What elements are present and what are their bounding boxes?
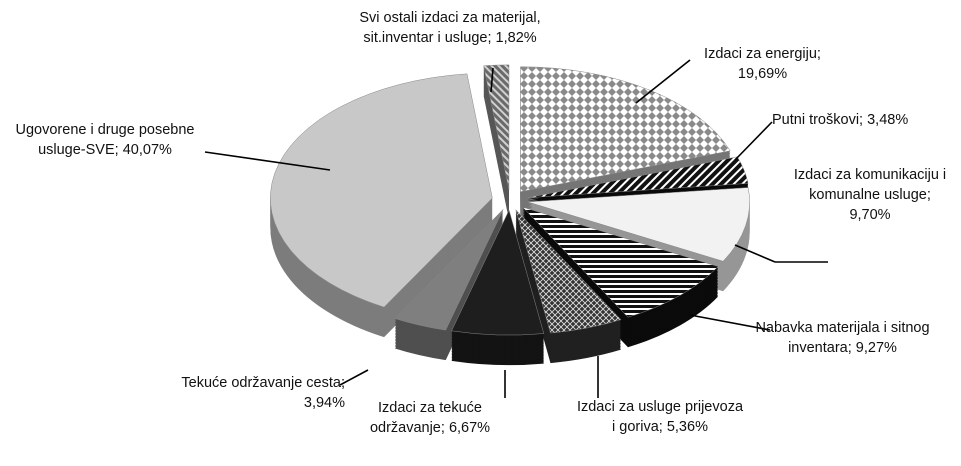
slice (394, 209, 504, 361)
slice-side (483, 66, 509, 220)
slice (451, 209, 545, 366)
separator: ; (847, 340, 856, 356)
leader-line (339, 369, 369, 386)
slice-label: Izdaci za komunikaciju i komunalne uslug… (790, 165, 950, 225)
slice-label: Izdaci za tekuće održavanje; 6,67% (345, 398, 515, 438)
category: Izdaci za komunikaciju i komunalne uslug… (793, 167, 947, 203)
slice-label: Izdaci za usluge prijevoza i goriva; 5,3… (575, 397, 745, 437)
leader-line (635, 59, 691, 104)
category: Ugovorene i druge posebne usluge-SVE (15, 122, 195, 158)
separator: ; (487, 30, 496, 46)
slice (520, 66, 731, 193)
separator: ; (440, 420, 449, 436)
slice-label: Svi ostali izdaci za materijal, sit.inve… (355, 8, 545, 48)
leader-line (490, 67, 494, 93)
separator: ; (859, 112, 868, 128)
slice (483, 64, 510, 220)
separator: ; (658, 419, 667, 435)
slice (394, 209, 504, 331)
separator: ; (816, 46, 825, 62)
slice (270, 73, 493, 338)
slice (270, 73, 493, 308)
slice (521, 206, 719, 318)
value-label: 9,70% (849, 207, 891, 223)
slice-label: Ugovorene i druge posebne usluge-SVE; 40… (5, 120, 205, 160)
pie (270, 64, 750, 366)
category: Tekuće održavanje cesta (181, 375, 341, 391)
value-label: 5,36% (666, 419, 708, 435)
value-label: 19,69% (737, 66, 788, 82)
value-label: 9,27% (855, 340, 897, 356)
value-label: 6,67% (448, 420, 491, 436)
separator: ; (340, 375, 350, 391)
slice-label: Putni troškovi; 3,48% (772, 110, 961, 130)
slice (515, 209, 622, 334)
slice (483, 64, 510, 190)
value-label: 3,48% (867, 112, 909, 128)
separator: ; (114, 142, 123, 158)
category: Nabavka materijala i sitnog inventara (755, 320, 930, 356)
category: Putni troškovi (772, 112, 860, 128)
slice (521, 206, 719, 348)
leader-line (734, 244, 776, 263)
category: Svi ostali izdaci za materijal, sit.inve… (359, 10, 541, 46)
leader-line (689, 314, 771, 331)
value-label: 3,94% (303, 395, 345, 411)
value-label: 1,82% (495, 30, 537, 46)
leader-line (204, 151, 331, 171)
separator: ; (926, 187, 935, 203)
value-label: 40,07% (122, 142, 172, 158)
category: Izdaci za usluge prijevoza i goriva (576, 399, 744, 435)
leader-lines (204, 59, 828, 398)
slice-label: Izdaci za energiju; 19,69% (680, 44, 845, 84)
leader-line (734, 121, 773, 161)
slice (527, 187, 750, 262)
slice-label: Nabavka materijala i sitnog inventara; 9… (755, 318, 930, 358)
slice-label: Tekuće održavanje cesta; 3,94% (180, 373, 345, 413)
category: Izdaci za energiju (704, 46, 817, 62)
category: Izdaci za tekuće održavanje (369, 400, 482, 436)
slice (451, 209, 545, 336)
